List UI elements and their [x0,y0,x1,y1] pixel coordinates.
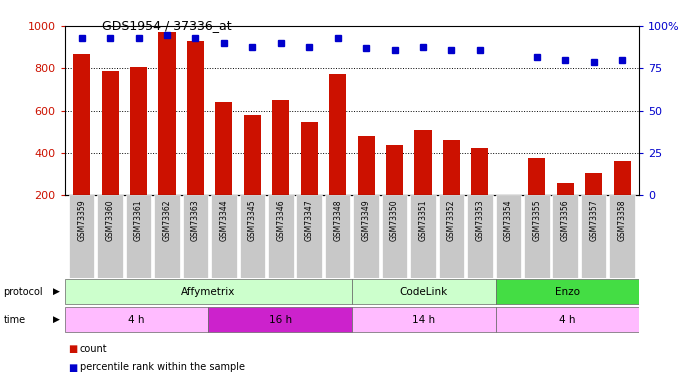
Text: GSM73356: GSM73356 [561,199,570,241]
Text: 14 h: 14 h [412,315,435,325]
Text: 16 h: 16 h [269,315,292,325]
Text: Affymetrix: Affymetrix [181,286,235,297]
Bar [524,195,549,278]
Text: GSM73362: GSM73362 [163,199,171,241]
Text: GSM73355: GSM73355 [532,199,541,241]
Text: Enzo: Enzo [555,286,580,297]
Text: GSM73354: GSM73354 [504,199,513,241]
Text: ▶: ▶ [53,315,60,324]
Bar [101,70,118,237]
Text: GSM73357: GSM73357 [589,199,598,241]
Bar [301,122,318,237]
Bar [585,173,602,237]
Text: GDS1954 / 37336_at: GDS1954 / 37336_at [102,19,232,32]
Text: GSM73350: GSM73350 [390,199,399,241]
Bar [528,158,545,237]
Bar [296,195,322,278]
Text: 4 h: 4 h [128,315,145,325]
Bar [609,195,635,278]
Text: GSM73344: GSM73344 [220,199,228,241]
Bar [211,195,237,278]
Bar [208,307,352,332]
Bar [439,195,464,278]
Text: time: time [3,315,26,325]
Text: GSM73351: GSM73351 [418,199,428,241]
Bar [381,195,407,278]
Bar [272,100,289,237]
Bar [496,307,639,332]
Text: 4 h: 4 h [559,315,576,325]
Bar [239,195,265,278]
Bar [358,136,375,237]
Bar [325,195,350,278]
Bar [386,146,403,237]
Bar [187,41,204,237]
Text: ■: ■ [68,344,78,354]
Text: GSM73361: GSM73361 [134,199,143,241]
Bar [244,115,261,237]
Text: GSM73346: GSM73346 [276,199,286,241]
Bar [415,130,432,237]
Bar [69,195,95,278]
Text: ■: ■ [68,363,78,372]
Text: CodeLink: CodeLink [400,286,448,297]
Bar [443,140,460,237]
Bar [154,195,180,278]
Text: GSM73358: GSM73358 [617,199,627,241]
Bar [496,279,639,304]
Bar [130,68,147,237]
Bar [268,195,294,278]
Text: ▶: ▶ [53,287,60,296]
Bar [126,195,152,278]
Bar [467,195,493,278]
Bar [65,307,208,332]
Bar [329,74,346,237]
Text: protocol: protocol [3,286,43,297]
Bar [581,195,607,278]
Bar [352,307,496,332]
Bar [557,183,574,237]
Text: GSM73352: GSM73352 [447,199,456,241]
Bar [73,54,90,237]
Bar [216,102,233,237]
Text: GSM73353: GSM73353 [475,199,484,241]
Bar [183,195,208,278]
Bar [354,195,379,278]
Bar [552,195,578,278]
Text: GSM73345: GSM73345 [248,199,257,241]
Text: GSM73349: GSM73349 [362,199,371,241]
Text: count: count [80,344,107,354]
Bar [410,195,436,278]
Text: GSM73363: GSM73363 [191,199,200,241]
Bar [158,32,175,237]
Text: GSM73347: GSM73347 [305,199,313,241]
Text: GSM73348: GSM73348 [333,199,342,241]
Text: GSM73360: GSM73360 [105,199,115,241]
Text: GSM73359: GSM73359 [77,199,86,241]
Text: percentile rank within the sample: percentile rank within the sample [80,363,245,372]
Bar [97,195,123,278]
Bar [471,148,488,237]
Bar [613,161,630,237]
Bar [65,279,352,304]
Bar [352,279,496,304]
Bar [496,195,521,278]
